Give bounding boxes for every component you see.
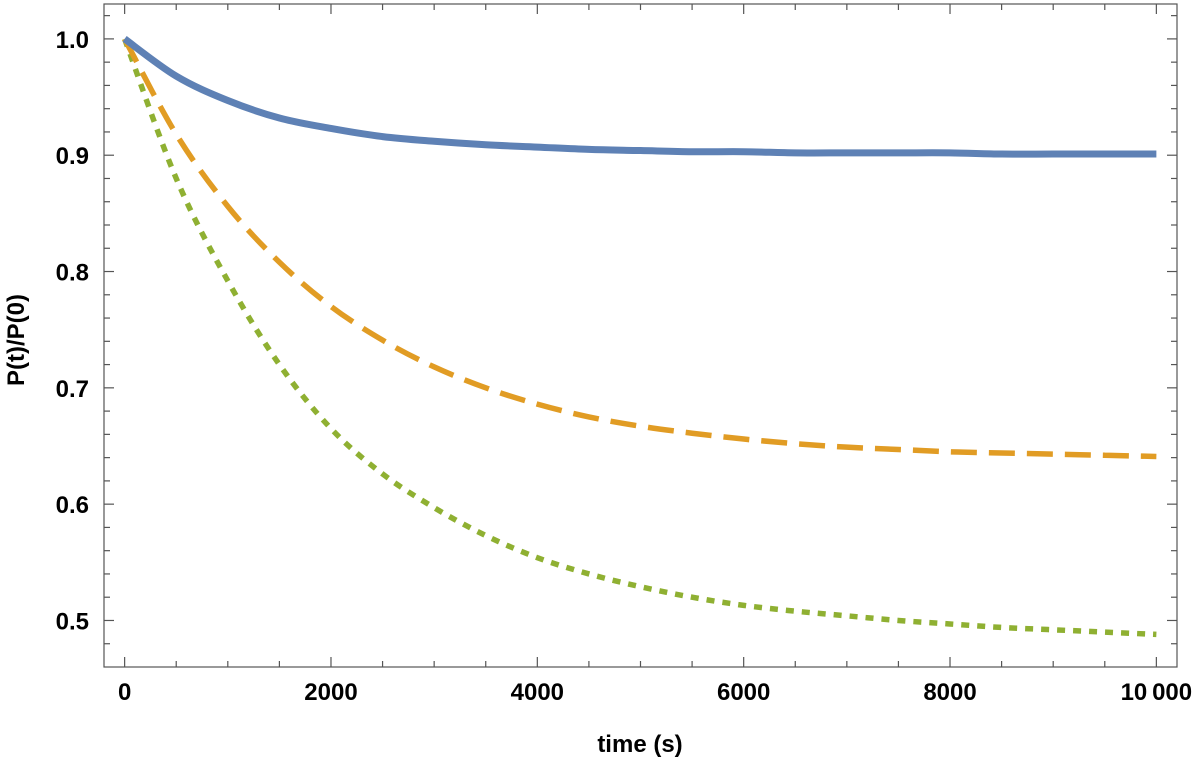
series-dotted-line [122, 37, 1157, 638]
x-tick-label: 10 000 [1121, 679, 1193, 706]
x-tick-label: 8000 [923, 679, 976, 706]
axis-tick-labels: 0 2000 4000 6000 8000 10 000 0.5 0.6 0.7 0.8 0.9 1.… [56, 27, 1193, 706]
series-solid-line [122, 36, 1157, 158]
axis-ticks [104, 4, 1177, 667]
series-dashed-line [122, 37, 1157, 460]
x-tick-label: 2000 [304, 679, 357, 706]
y-tick-label: 1.0 [56, 27, 89, 54]
x-tick-label: 0 [118, 679, 131, 706]
y-tick-label: 0.8 [56, 260, 89, 287]
y-tick-label: 0.6 [56, 492, 89, 519]
y-tick-label: 0.5 [56, 608, 89, 635]
plot-frame [103, 3, 1178, 668]
y-tick-label: 0.7 [56, 376, 89, 403]
x-tick-label: 4000 [511, 679, 564, 706]
y-axis-title: P(t)/P(0) [3, 294, 30, 386]
series-layer [122, 36, 1157, 638]
x-tick-label: 6000 [717, 679, 770, 706]
x-axis-title: time (s) [597, 731, 682, 758]
y-tick-label: 0.9 [56, 143, 89, 170]
